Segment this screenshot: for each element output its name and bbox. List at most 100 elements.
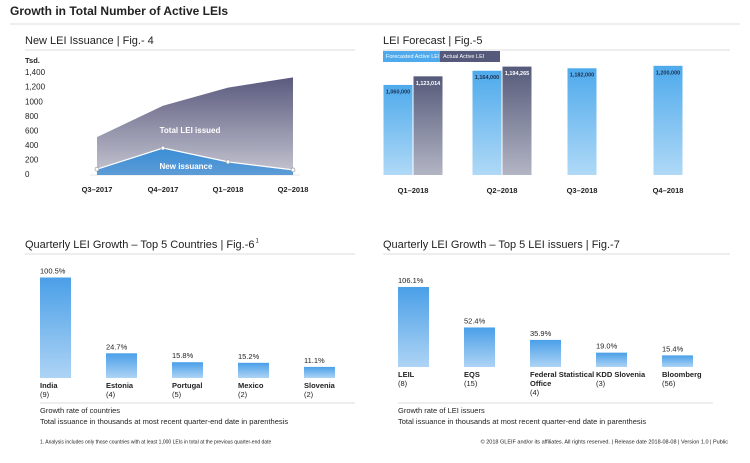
legend-label: Forecasted Active LEI xyxy=(386,54,440,60)
value-label: 1,123,014 xyxy=(416,81,441,87)
count-label: (8) xyxy=(398,379,408,388)
page-title: Growth in Total Number of Active LEIs xyxy=(10,4,228,18)
x-tick-label: Q3–2017 xyxy=(82,185,113,194)
bar xyxy=(383,84,413,175)
bar-label: Mexico (2) xyxy=(238,381,304,399)
count-label: (3) xyxy=(596,379,606,388)
value-label: 100.5% xyxy=(40,266,66,275)
category-label: KDD Slovenia xyxy=(596,370,646,379)
count-label: (2) xyxy=(238,390,248,399)
x-tick-label: Q4–2017 xyxy=(148,185,179,194)
legend-swatch xyxy=(383,51,440,62)
panel-title: New LEI Issuance | Fig.- 4 xyxy=(25,35,154,47)
bar-label: Federal Statistical Office (4) xyxy=(530,370,596,397)
count-label: (15) xyxy=(464,379,478,388)
value-label: 1,060,000 xyxy=(386,89,410,95)
value-label: 15.2% xyxy=(238,352,260,361)
panel-title: Quarterly LEI Growth – Top 5 Countries |… xyxy=(25,239,254,251)
point xyxy=(160,145,166,151)
bar xyxy=(530,339,561,367)
count-label: (56) xyxy=(662,379,676,388)
area xyxy=(97,148,293,175)
value-label: 11.1% xyxy=(304,356,325,365)
area xyxy=(97,77,293,175)
count-label: (4) xyxy=(530,388,540,397)
bar xyxy=(653,65,683,175)
bar-label: Bloomberg (56) xyxy=(662,370,728,388)
x-tick-label: Q2–2018 xyxy=(487,186,518,195)
series-label: New issuance xyxy=(160,162,213,171)
bar xyxy=(662,355,693,367)
x-tick-label: Q1–2018 xyxy=(398,186,429,195)
bar-label: Estonia (4) xyxy=(106,381,172,399)
bar-label: Slovenia (2) xyxy=(304,381,370,399)
count-label: (4) xyxy=(106,390,116,399)
note: Growth rate of LEI issuers xyxy=(398,406,485,415)
x-tick-label: Q4–2018 xyxy=(653,186,684,195)
bar xyxy=(40,277,71,378)
point xyxy=(225,159,231,165)
point xyxy=(290,167,296,173)
legend-swatch xyxy=(440,51,500,62)
y-tick-label: 0 xyxy=(25,170,30,179)
y-tick-label: 1,400 xyxy=(25,68,46,77)
note: Growth rate of countries xyxy=(40,406,120,415)
y-tick-label: 400 xyxy=(25,141,39,150)
value-label: 1,164,000 xyxy=(475,75,499,81)
category-label: Bloomberg xyxy=(662,370,702,379)
value-label: 1,182,000 xyxy=(570,73,594,79)
x-tick-label: Q3–2018 xyxy=(567,186,598,195)
footnote: 1. Analysis includes only those countrie… xyxy=(40,439,271,445)
y-tick-label: 800 xyxy=(25,112,39,121)
legend-label: Actual Active LEI xyxy=(443,54,485,60)
bar xyxy=(238,362,269,378)
y-tick-label: 600 xyxy=(25,126,39,135)
y-unit: Tsd. xyxy=(25,56,40,65)
value-label: 15.4% xyxy=(662,344,684,353)
bar-label: India (9) xyxy=(40,381,106,399)
bar-label: KDD Slovenia (3) xyxy=(596,370,662,388)
y-tick-label: 1000 xyxy=(25,97,43,106)
note: Total issuance in thousands at most rece… xyxy=(40,417,288,426)
category-label: LEIL xyxy=(398,370,415,379)
value-label: 52.4% xyxy=(464,316,486,325)
count-label: (2) xyxy=(304,390,314,399)
bar xyxy=(304,366,335,378)
category-label: Slovenia xyxy=(304,381,335,390)
value-label: 35.9% xyxy=(530,329,552,338)
value-label: 24.7% xyxy=(106,342,128,351)
category-label: India xyxy=(40,381,58,390)
x-tick-label: Q2–2018 xyxy=(278,185,309,194)
count-label: (5) xyxy=(172,390,182,399)
bar xyxy=(464,327,495,367)
panel-title: LEI Forecast | Fig.-5 xyxy=(383,35,482,47)
bar-label: EQS (15) xyxy=(464,370,530,388)
category-label: EQS xyxy=(464,370,480,379)
bar xyxy=(398,286,429,367)
bar xyxy=(472,70,502,175)
series-line xyxy=(96,147,294,171)
bar-label: Portugal (5) xyxy=(172,381,238,399)
bar xyxy=(172,362,203,378)
value-label: 19.0% xyxy=(596,342,618,351)
point xyxy=(94,166,100,172)
bar xyxy=(106,353,137,378)
note: Total issuance in thousands at most rece… xyxy=(398,417,646,426)
bar-label: LEIL (8) xyxy=(398,370,464,388)
copyright: © 2018 GLEIF and/or its affiliates. All … xyxy=(481,438,729,445)
series-label: Total LEI issued xyxy=(160,126,221,135)
category-label: Mexico xyxy=(238,381,264,390)
x-tick-label: Q1–2018 xyxy=(213,185,244,194)
count-label: (9) xyxy=(40,390,50,399)
category-label: Portugal xyxy=(172,381,203,390)
value-label: 1,200,000 xyxy=(656,70,680,76)
bar xyxy=(567,68,597,175)
panel-title: Quarterly LEI Growth – Top 5 LEI issuers… xyxy=(383,239,620,251)
bar xyxy=(596,352,627,367)
bar xyxy=(413,76,443,175)
bar xyxy=(502,66,532,175)
category-label: Federal Statistical Office xyxy=(530,370,595,388)
category-label: Estonia xyxy=(106,381,134,390)
